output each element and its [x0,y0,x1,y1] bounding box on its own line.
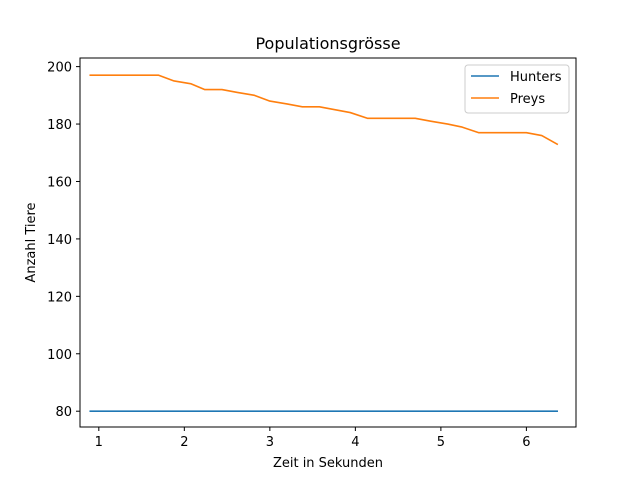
series-line-preys [89,74,559,146]
plot-area [89,74,559,413]
x-tick-label: 2 [180,435,188,450]
y-tick-label: 120 [47,290,72,305]
y-tick-label: 200 [47,61,72,76]
legend-label-hunters: Hunters [510,70,562,85]
x-tick-label: 4 [351,435,359,450]
y-axis-label: Anzahl Tiere [24,202,39,282]
legend-label-preys: Preys [510,92,545,107]
legend-box [464,64,570,114]
y-tick-label: 100 [47,348,72,363]
y-tick-label: 140 [47,233,72,248]
y-tick-label: 160 [47,175,72,190]
x-axis-label: Zeit in Sekunden [273,456,383,471]
x-tick-label: 6 [522,435,530,450]
x-tick-label: 1 [95,435,103,450]
x-axis: 1 2 3 4 5 6 [95,427,531,450]
x-tick-label: 5 [437,435,445,450]
legend: Hunters Preys [464,64,570,114]
y-tick-label: 80 [55,405,72,420]
y-axis: 80 100 120 140 160 180 200 [47,61,80,420]
x-tick-label: 3 [266,435,274,450]
y-tick-label: 180 [47,118,72,133]
axes-frame [79,57,577,428]
chart-title: Populationsgrösse [255,34,400,53]
